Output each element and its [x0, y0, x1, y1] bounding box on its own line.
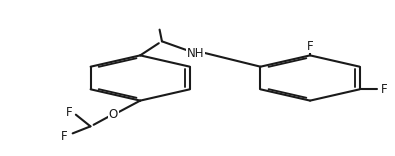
Text: F: F [66, 106, 72, 119]
Text: F: F [61, 130, 67, 143]
Text: F: F [307, 39, 313, 53]
Text: NH: NH [187, 46, 204, 60]
Text: O: O [109, 108, 118, 121]
Text: F: F [381, 83, 388, 96]
